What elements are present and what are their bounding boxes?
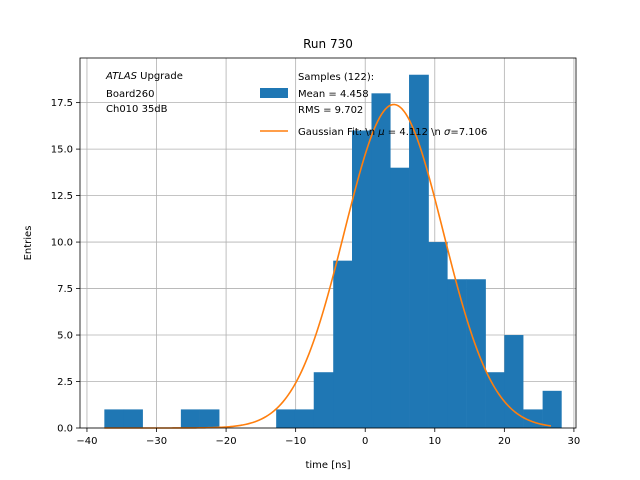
histogram-bar [333, 260, 353, 428]
histogram-bar [447, 279, 467, 428]
y-axis-ticks: 0.0 2.5 5.0 7.5 10.0 12.5 15.0 17.5 [51, 98, 80, 435]
y-tick-label: 12.5 [51, 191, 73, 202]
sigma-symbol: σ [444, 127, 451, 138]
annotation-italic: ATLAS [105, 71, 138, 82]
legend-hist-swatch [260, 88, 288, 98]
y-tick-label: 15.0 [51, 145, 73, 156]
legend-hist-line2: Mean = 4.458 [298, 89, 369, 100]
y-tick-label: 7.5 [57, 284, 73, 295]
histogram-bar [428, 242, 448, 428]
x-tick-label: −10 [285, 436, 306, 447]
y-tick-label: 5.0 [57, 331, 73, 342]
annotation-line1: Upgrade [137, 71, 183, 82]
x-tick-label: −40 [76, 436, 97, 447]
histogram-bar [542, 390, 562, 428]
legend-fit-sigma: =7.106 [450, 127, 487, 138]
y-axis-label: Entries [23, 226, 34, 261]
histogram-bar [504, 335, 524, 428]
x-tick-label: 10 [428, 436, 441, 447]
histogram-bar [276, 409, 296, 428]
histogram-bars [104, 74, 562, 428]
annotation-line2: Board260 [106, 89, 154, 100]
histogram-bar [313, 372, 334, 428]
y-tick-label: 17.5 [51, 98, 73, 109]
x-tick-label: 0 [362, 436, 368, 447]
x-tick-label: −30 [146, 436, 167, 447]
histogram-bar [409, 74, 429, 428]
histogram-bar [466, 279, 486, 428]
x-tick-label: −20 [216, 436, 237, 447]
legend: Samples (122): Mean = 4.458 RMS = 9.702 … [260, 72, 487, 138]
histogram-bar [104, 409, 125, 428]
atlas-annotation: ATLAS Upgrade Board260 Ch010 35dB [105, 71, 183, 115]
mu-symbol: μ [377, 127, 384, 138]
histogram-bar [390, 167, 410, 428]
legend-hist-line1: Samples (122): [298, 72, 374, 83]
legend-hist-line3: RMS = 9.702 [298, 105, 363, 116]
histogram-bar [294, 409, 315, 428]
legend-fit-prefix: Gaussian Fit: \n [298, 127, 378, 138]
histogram-bar [199, 409, 220, 428]
annotation-line3: Ch010 35dB [106, 104, 168, 115]
x-tick-label: 20 [498, 436, 511, 447]
histogram-bar [180, 409, 200, 428]
plot-frame [79, 57, 577, 429]
y-tick-label: 0.0 [57, 424, 73, 435]
y-tick-label: 10.0 [51, 238, 73, 249]
svg-text:ATLAS Upgrade: ATLAS Upgrade [105, 71, 183, 82]
legend-fit-label: Gaussian Fit: \n μ = 4.112 \n σ=7.106 [298, 127, 487, 138]
histogram-bar [123, 409, 143, 428]
x-axis-ticks: −40 −30 −20 −10 0 10 20 30 [76, 428, 580, 447]
histogram-bar [352, 130, 372, 428]
x-axis-label: time [ns] [305, 460, 350, 471]
histogram-bar [485, 372, 505, 428]
chart-title: Run 730 [303, 37, 353, 51]
y-tick-label: 2.5 [57, 377, 73, 388]
legend-fit-mu: = 4.112 \n [385, 127, 444, 138]
x-tick-label: 30 [568, 436, 581, 447]
histogram-bar [371, 93, 391, 428]
